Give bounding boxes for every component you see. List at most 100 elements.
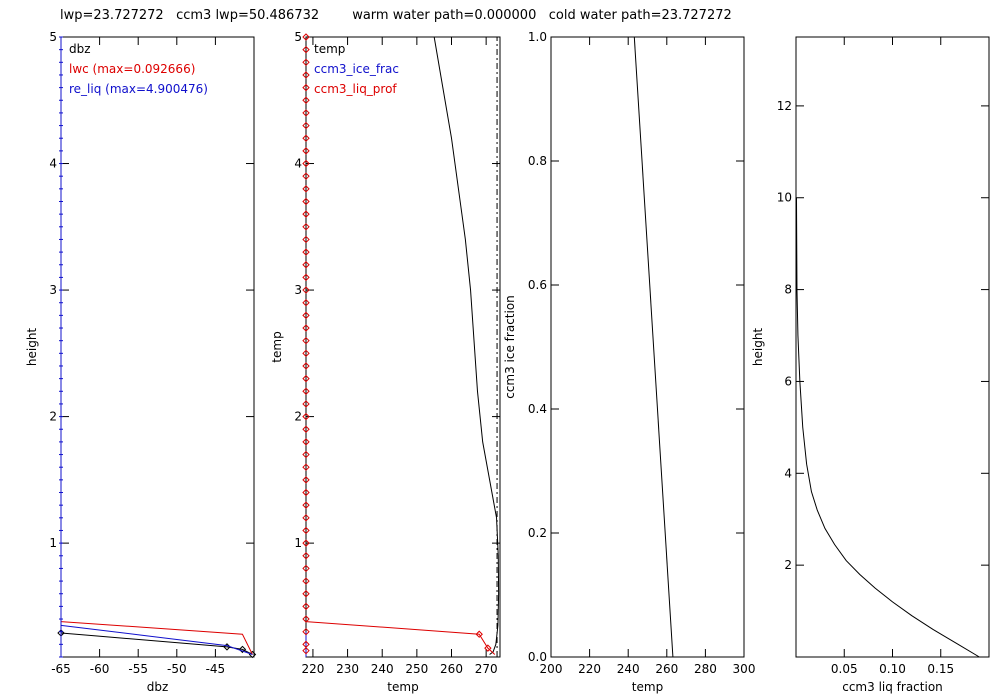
x-tick-label: 260: [440, 662, 463, 676]
series-line-lwc: [60, 621, 253, 655]
series-line-temp: [433, 36, 500, 655]
data-point-ccm3_liq_markers: [302, 223, 310, 231]
data-point-ccm3_liq_markers: [302, 463, 310, 471]
data-point-ccm3_liq_markers: [302, 109, 310, 117]
series-line-dbz: [60, 632, 253, 655]
y-tick-label: 4: [294, 157, 302, 171]
data-point-ccm3_liq_markers: [302, 590, 310, 598]
data-point-ccm3_liq_markers: [302, 134, 310, 142]
x-tick-label: -60: [90, 662, 110, 676]
data-point-ccm3_liq_markers: [302, 349, 310, 358]
data-point-ccm3_liq_markers: [302, 387, 310, 395]
y-tick-label: 1: [49, 536, 57, 550]
x-tick-label: 240: [617, 662, 640, 676]
data-point-ccm3_liq_markers: [302, 286, 310, 294]
data-point-ccm3_liq_markers: [302, 488, 310, 497]
y-axis-label: height: [751, 328, 765, 367]
plot-frame: [305, 36, 501, 658]
y-tick-label: 4: [49, 157, 57, 171]
data-point-ccm3_liq_markers: [302, 646, 310, 655]
data-point-ccm3_liq_markers: [302, 210, 310, 218]
y-tick-label: 0.2: [528, 526, 547, 540]
y-tick-label: 1: [294, 536, 302, 550]
x-tick-label: -55: [128, 662, 148, 676]
x-tick-label: 280: [694, 662, 717, 676]
y-tick-label: 5: [49, 30, 57, 44]
data-point-ccm3_liq_markers: [302, 501, 310, 509]
data-point-ccm3_liq_markers: [302, 362, 310, 370]
y-tick-label: 0.6: [528, 278, 547, 292]
x-axis-label: ccm3 liq fraction: [842, 680, 943, 694]
x-tick-label: 0.15: [927, 662, 954, 676]
data-point-ccm3_liq_markers: [302, 33, 310, 41]
x-tick-label: 220: [578, 662, 601, 676]
data-point-ccm3_liq_markers: [302, 526, 310, 535]
y-tick-label: 2: [49, 410, 57, 424]
legend-entry: ccm3_ice_frac: [314, 62, 399, 76]
data-point-profile_markers: [484, 644, 492, 652]
y-tick-label: 0.0: [528, 650, 547, 664]
data-point-ccm3_liq_markers: [302, 627, 310, 636]
y-tick-label: 12: [777, 99, 792, 113]
series-line-liq_fraction: [795, 197, 980, 658]
plot-frame: [550, 36, 745, 658]
data-point-ccm3_liq_markers: [302, 602, 310, 611]
data-point-ccm3_liq_markers: [302, 425, 310, 433]
legend-entry: temp: [314, 42, 345, 56]
data-point-ccm3_liq_markers: [302, 311, 310, 320]
y-axis-label: temp: [270, 331, 284, 362]
data-point-ccm3_liq_markers: [302, 615, 310, 623]
data-point-ccm3_liq_markers: [302, 185, 310, 193]
x-tick-label: 230: [336, 662, 359, 676]
x-axis-label: temp: [632, 680, 663, 694]
y-tick-label: 8: [784, 283, 792, 297]
data-point-ccm3_liq_markers: [302, 273, 310, 282]
data-point-dbz: [238, 645, 247, 654]
x-tick-label: 0.05: [831, 662, 858, 676]
legend-entry: re_liq (max=4.900476): [69, 82, 208, 96]
series-line-ice_frac: [633, 36, 674, 658]
x-axis-label: dbz: [147, 680, 169, 694]
y-tick-label: 2: [784, 558, 792, 572]
x-tick-label: 270: [475, 662, 498, 676]
series-line-re_liq: [60, 624, 253, 655]
x-tick-label: 300: [733, 662, 756, 676]
data-point-ccm3_liq_markers: [302, 552, 310, 560]
y-tick-label: 2: [294, 410, 302, 424]
data-point-ccm3_liq_markers: [302, 235, 310, 244]
data-point-ccm3_liq_markers: [302, 514, 310, 522]
x-tick-label: 0.10: [879, 662, 906, 676]
data-point-ccm3_liq_markers: [302, 450, 310, 459]
data-point-ccm3_liq_markers: [302, 539, 310, 547]
data-point-ccm3_liq_markers: [302, 412, 310, 421]
y-tick-label: 5: [294, 30, 302, 44]
chart-title: lwp=23.727272 ccm3 lwp=50.486732 warm wa…: [60, 8, 732, 23]
data-point-ccm3_liq_markers: [302, 58, 310, 67]
x-tick-label: -65: [51, 662, 71, 676]
x-tick-label: 200: [540, 662, 563, 676]
data-point-ccm3_liq_markers: [302, 147, 310, 155]
x-tick-label: -45: [206, 662, 226, 676]
data-point-ccm3_liq_markers: [302, 261, 310, 269]
x-tick-label: 250: [405, 662, 428, 676]
x-axis-label: temp: [387, 680, 418, 694]
data-point-ccm3_liq_markers: [302, 324, 310, 332]
x-tick-label: 260: [655, 662, 678, 676]
data-point-ccm3_liq_markers: [302, 400, 310, 408]
data-point-ccm3_liq_markers: [302, 336, 310, 345]
x-tick-label: 220: [301, 662, 324, 676]
plot-frame: [795, 36, 990, 658]
data-point-ccm3_liq_markers: [302, 564, 310, 573]
data-point-ccm3_liq_markers: [302, 248, 310, 256]
data-point-ccm3_liq_markers: [302, 71, 310, 79]
y-tick-label: 0.4: [528, 402, 547, 416]
y-tick-label: 0.8: [528, 154, 547, 168]
data-point-ccm3_liq_markers: [302, 96, 310, 104]
plot-frame: [60, 36, 255, 658]
y-axis-label: height: [25, 328, 39, 367]
y-tick-label: 3: [49, 283, 57, 297]
data-point-ccm3_liq_markers: [302, 374, 310, 383]
y-tick-label: 1.0: [528, 30, 547, 44]
series-line-ccm3_liq_prof: [305, 621, 496, 655]
